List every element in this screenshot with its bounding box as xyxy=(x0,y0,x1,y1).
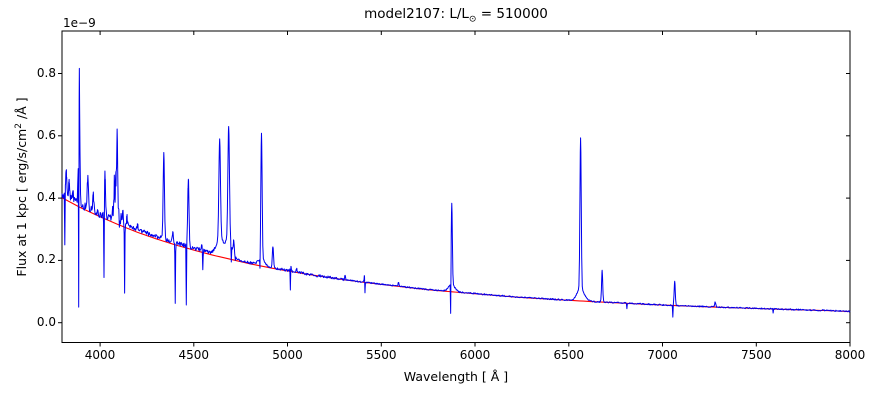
y-tick-label: 0.2 xyxy=(36,252,56,267)
x-tick-label: 4500 xyxy=(178,348,210,362)
x-tick-label: 6000 xyxy=(459,348,491,362)
x-tick-label: 8000 xyxy=(834,348,866,362)
sun-symbol: ⊙ xyxy=(468,14,477,25)
continuum-fit-line xyxy=(61,197,850,313)
x-tick-label: 5000 xyxy=(272,348,303,362)
spectrum-line xyxy=(61,67,851,318)
x-axis-label: Wavelength [ Å ] xyxy=(403,369,509,384)
plot-title: model2107: L/L⊙ = 510000 xyxy=(62,6,850,25)
x-tick-label: 7500 xyxy=(740,348,772,362)
y-tick-label: 0.4 xyxy=(36,190,56,205)
x-tick-label: 5500 xyxy=(366,348,397,362)
title-prefix: model2107: L/L xyxy=(364,6,469,22)
y-axis-offset-text: 1e−9 xyxy=(63,16,96,30)
ylabel-suffix: /Å ] xyxy=(14,97,30,124)
title-suffix: = 510000 xyxy=(476,6,548,22)
y-tick-label: 0.6 xyxy=(36,127,56,142)
x-tick-label: 4000 xyxy=(84,348,116,362)
y-tick-label: 0.8 xyxy=(36,65,56,80)
x-tick-label: 7000 xyxy=(647,348,678,362)
axes-frame xyxy=(61,30,851,343)
y-tick-label: 0.0 xyxy=(36,314,56,329)
y-axis-label: Flux at 1 kpc [ erg/s/cm2 /Å ] xyxy=(14,62,32,312)
x-tick-label: 6500 xyxy=(553,348,585,362)
